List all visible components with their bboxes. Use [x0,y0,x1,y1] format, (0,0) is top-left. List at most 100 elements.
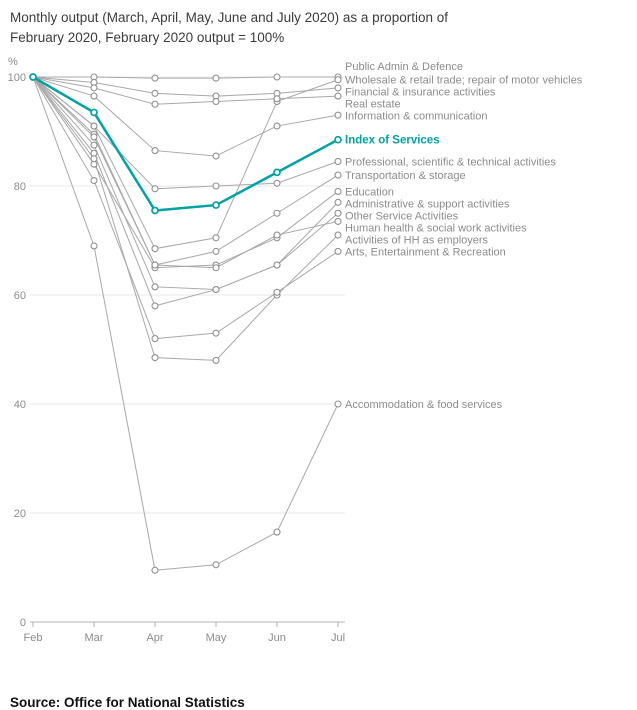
data-point-marker [90,133,98,141]
data-point-marker [90,155,98,163]
series-label: Arts, Entertainment & Recreation [345,246,506,258]
series-line [32,76,339,291]
data-point-marker [212,152,220,160]
series-line [32,76,339,269]
series-label: Wholesale & retail trade; repair of moto… [345,75,583,87]
x-tick-label: May [206,632,227,644]
data-point-marker [90,242,98,250]
data-point-marker [273,261,281,269]
data-point-marker [151,100,159,108]
data-point-marker [212,286,220,294]
data-point-marker [212,234,220,242]
series-label: Public Admin & Defence [345,61,463,73]
data-point-marker [29,73,37,81]
y-tick-label: 20 [14,508,26,520]
series-line [32,76,339,571]
data-point-marker [151,245,159,253]
data-point-marker [273,231,281,239]
x-tick-label: Feb [24,632,43,644]
series-line [33,76,338,79]
series-line [32,76,339,157]
data-point-marker [212,247,220,255]
data-point-marker [334,198,342,206]
series-label: Activities of HH as employers [345,234,489,246]
data-point-marker [334,135,342,144]
data-point-marker [273,288,281,296]
data-point-marker [151,283,159,291]
data-point-marker [151,89,159,97]
y-tick-label: 0 [20,617,26,629]
data-point-marker [90,108,98,117]
data-point-marker [151,206,159,215]
data-point-marker [334,231,342,239]
data-point-marker [212,561,220,569]
y-axis-unit-label: % [8,56,18,68]
data-point-marker [151,302,159,310]
y-tick-label: 80 [14,181,26,193]
series-label: Transportation & storage [345,170,466,182]
series-line [32,76,339,266]
series-label: Financial & insurance activities [345,87,496,99]
source-attribution: Source: Office for National Statistics [10,695,245,710]
data-point-marker [273,95,281,103]
data-point-marker [151,566,159,574]
data-point-marker [212,201,220,209]
data-point-marker [334,84,342,92]
line-chart: 0 20 40 60 80 100% Feb Mar Apr May Jun Jul Public Ad… [8,56,583,644]
series-label: Human health & social work activities [345,222,527,234]
data-point-marker [334,187,342,195]
series-line [32,76,339,97]
data-point-marker [212,182,220,190]
series-label: Information & communication [345,111,487,123]
data-point-marker [212,329,220,337]
data-point-marker [151,185,159,193]
data-point-marker [90,122,98,130]
data-point-marker [212,97,220,106]
data-point-marker [334,400,342,408]
data-point-marker [151,354,159,362]
data-point-marker [273,528,281,536]
data-point-marker [273,122,281,130]
page-title: Monthly output (March, April, May, June … [10,10,448,45]
y-tick-label: 40 [14,399,26,411]
data-point-marker [90,177,98,185]
data-point-marker [334,157,342,166]
data-point-marker [273,73,281,81]
data-point-marker [273,179,281,187]
x-tick-label: Mar [85,632,104,644]
x-tick-label: Jul [331,632,345,644]
data-point-marker [212,264,220,272]
chart-container: 0 20 40 60 80 100% Feb Mar Apr May Jun Jul Public Ad… [0,50,637,655]
series-line [32,76,339,340]
data-point-marker [334,111,342,119]
series-label: Real estate [345,99,401,111]
series-line [32,76,339,190]
data-point-marker [90,141,98,149]
series-line [32,76,339,307]
data-point-marker [334,92,342,100]
data-point-marker [90,84,98,92]
highlight-series-line [32,75,339,212]
data-point-marker [334,171,342,179]
series-label: Other Service Activities [345,210,459,222]
y-tick-label: 60 [14,290,26,302]
data-point-marker [334,76,342,84]
data-point-marker [334,209,342,217]
data-point-marker [212,356,220,364]
series-label: Professional, scientific & technical act… [345,156,556,168]
y-tick-label: 100 [8,72,26,84]
x-tick-label: Apr [146,632,163,644]
x-tick-label: Jun [268,632,286,644]
data-point-marker [90,92,98,100]
data-point-marker [151,261,159,269]
data-point-marker [273,209,281,217]
data-point-marker [273,168,281,177]
data-point-marker [334,217,342,225]
data-point-marker [151,74,159,82]
highlight-series-label: Index of Services [345,135,440,147]
series-line [32,76,339,269]
series-label: Administrative & support activities [345,198,510,210]
data-point-marker [334,247,342,255]
data-point-marker [151,335,159,343]
data-point-marker [151,147,159,155]
